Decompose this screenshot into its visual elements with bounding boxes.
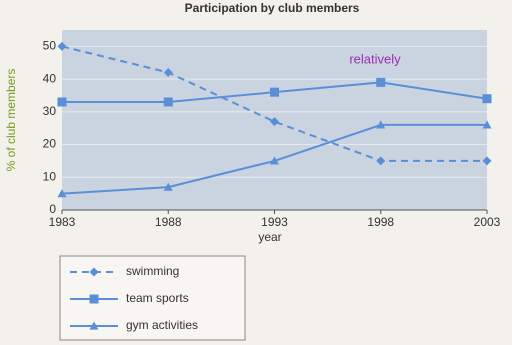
x-tick-label: 2003 <box>474 215 501 229</box>
data-point <box>270 117 279 127</box>
data-point <box>57 41 67 51</box>
data-point <box>482 120 492 129</box>
x-tick-label: 1993 <box>261 215 288 229</box>
data-point <box>163 68 173 78</box>
y-tick-label: 10 <box>43 169 57 183</box>
legend-label: swimming <box>126 264 179 278</box>
chart-title: Participation by club members <box>185 1 360 15</box>
data-point <box>482 156 492 166</box>
annotation: relatively <box>349 51 401 66</box>
y-tick-label: 0 <box>49 202 56 216</box>
data-point <box>376 156 386 166</box>
x-tick-label: 1983 <box>49 215 76 229</box>
x-tick-label: 1998 <box>367 215 394 229</box>
data-point <box>163 182 173 191</box>
legend-marker <box>89 294 99 304</box>
data-point <box>376 77 386 87</box>
legend-label: team sports <box>126 291 189 305</box>
x-axis-label: year <box>258 230 281 244</box>
series-line <box>61 45 487 162</box>
y-axis-label: % of club members <box>4 69 18 172</box>
data-point <box>57 189 67 198</box>
data-point <box>376 120 386 129</box>
data-point <box>57 97 67 107</box>
data-point <box>270 156 279 165</box>
legend-marker <box>89 267 99 277</box>
y-tick-label: 30 <box>43 104 57 118</box>
legend-marker <box>89 321 99 330</box>
y-tick-label: 50 <box>43 39 57 53</box>
legend-label: gym activities <box>126 318 198 332</box>
y-tick-label: 40 <box>43 71 57 85</box>
data-point <box>270 87 279 97</box>
y-tick-label: 20 <box>43 137 57 151</box>
data-point <box>482 94 492 104</box>
x-tick-label: 1988 <box>155 215 182 229</box>
data-point <box>163 97 173 107</box>
